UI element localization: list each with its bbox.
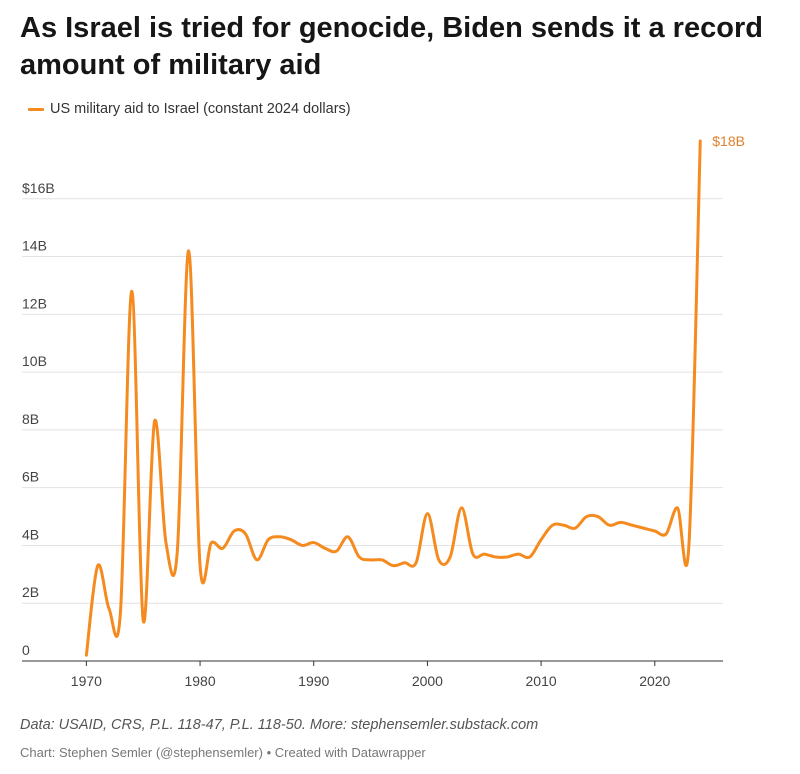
y-tick-label: 2B bbox=[22, 584, 39, 600]
y-tick-label: 6B bbox=[22, 469, 39, 485]
x-axis: 1970 1980 1990 2000 2010 2020 bbox=[71, 661, 671, 689]
annotations: $18B bbox=[712, 133, 745, 149]
source-note: Data: USAID, CRS, P.L. 118-47, P.L. 118-… bbox=[20, 717, 539, 733]
credit-note: Chart: Stephen Semler (@stephensemler) •… bbox=[20, 745, 426, 760]
x-tick-label: 1980 bbox=[184, 673, 215, 689]
y-tick-label: 4B bbox=[22, 526, 39, 542]
x-tick-label: 2000 bbox=[412, 673, 443, 689]
legend-label: US military aid to Israel (constant 2024… bbox=[50, 101, 351, 117]
y-tick-label: 12B bbox=[22, 295, 47, 311]
x-tick-label: 1970 bbox=[71, 673, 102, 689]
y-tick-label: 14B bbox=[22, 238, 47, 254]
legend: US military aid to Israel (constant 2024… bbox=[28, 101, 351, 117]
chart-title: As Israel is tried for genocide, Biden s… bbox=[20, 12, 763, 81]
y-tick-label: $16B bbox=[22, 180, 55, 196]
series-line bbox=[84, 139, 702, 657]
x-tick-label: 1990 bbox=[298, 673, 329, 689]
legend-swatch bbox=[28, 107, 44, 111]
x-tick-label: 2010 bbox=[526, 673, 557, 689]
y-tick-label: 10B bbox=[22, 353, 47, 369]
y-axis: 0 2B 4B 6B 8B 10B 12B 14B $16B bbox=[22, 180, 55, 658]
x-tick-label: 2020 bbox=[639, 673, 670, 689]
y-tick-label: 8B bbox=[22, 411, 39, 427]
y-tick-label: 0 bbox=[22, 642, 30, 658]
series bbox=[84, 139, 702, 657]
end-value-label: $18B bbox=[712, 133, 745, 149]
